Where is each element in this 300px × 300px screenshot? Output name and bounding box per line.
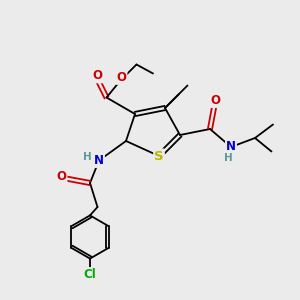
Text: O: O	[56, 170, 67, 183]
Text: O: O	[92, 69, 103, 82]
Text: N: N	[94, 154, 104, 167]
Text: S: S	[154, 149, 164, 163]
Text: N: N	[226, 140, 236, 154]
Text: O: O	[116, 71, 127, 84]
Text: H: H	[82, 152, 91, 163]
Text: O: O	[210, 94, 220, 107]
Text: H: H	[224, 153, 232, 164]
Text: Cl: Cl	[84, 268, 96, 281]
